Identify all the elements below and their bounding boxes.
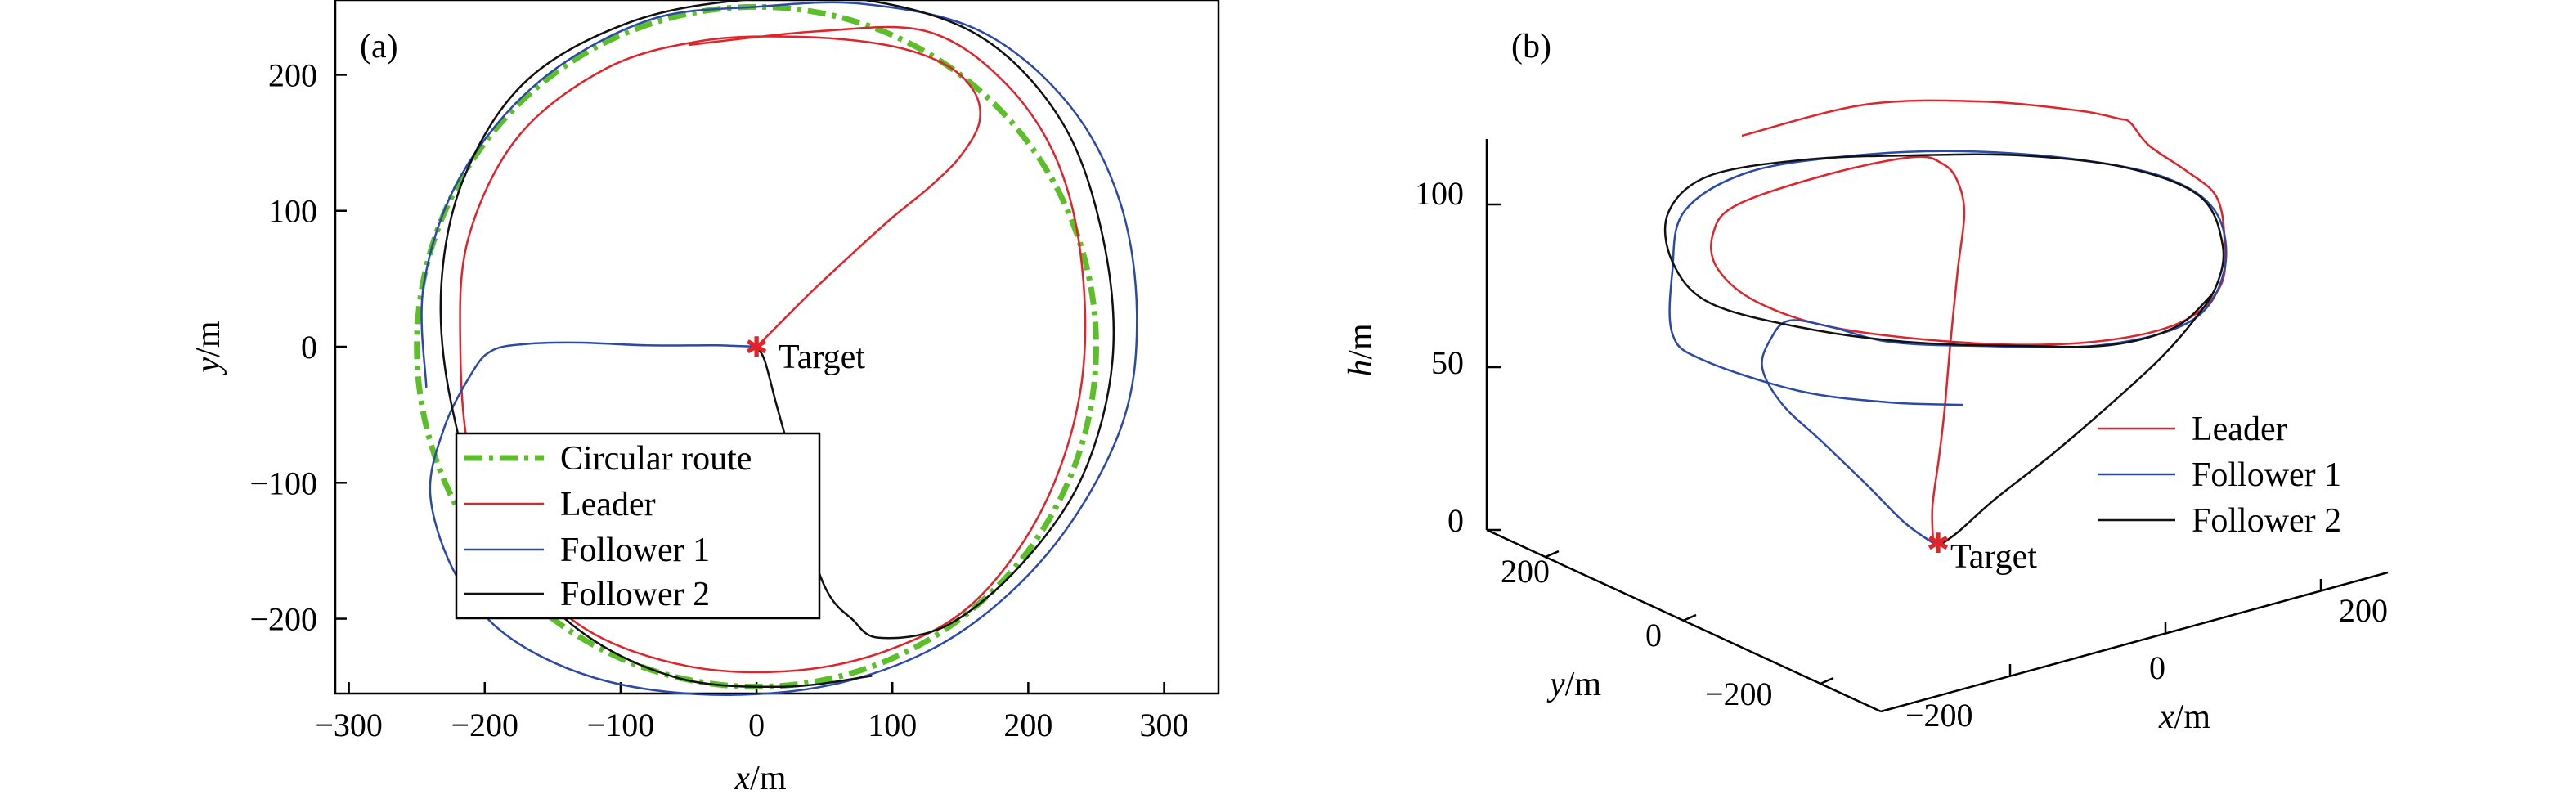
panel-a-legend-label-follower-1: Follower 1 bbox=[560, 532, 710, 569]
panel-a-x-tick-label: −200 bbox=[451, 707, 518, 743]
panel-b-y-axis-label: y/m bbox=[1546, 666, 1601, 703]
panel-b-legend-label-leader: Leader bbox=[2192, 411, 2287, 448]
panel-b-target-annotation: Target bbox=[1950, 538, 2037, 576]
panel-a-legend-label-circular-route: Circular route bbox=[560, 440, 752, 478]
panel-a-2d-trajectory-plot: (a) −300 −200 −100 0 100 200 300 −200 −100 0 100 2… bbox=[190, 0, 1220, 797]
panel-b-x-axis-unit: /m bbox=[2174, 698, 2211, 736]
panel-a-x-tick-label: 100 bbox=[868, 707, 917, 743]
panel-a-target-marker: ✱ bbox=[745, 333, 769, 363]
panel-a-label: (a) bbox=[360, 28, 398, 65]
panel-a-x-axis-label: x/m bbox=[734, 760, 787, 797]
panel-b-target-marker: ✱ bbox=[1927, 529, 1950, 559]
panel-b-x-axis-line bbox=[1880, 571, 2389, 713]
panel-b-y-axis-var: y bbox=[1546, 666, 1565, 703]
panel-a-x-axis-unit: /m bbox=[750, 760, 787, 797]
panel-b-x-tick-label: −200 bbox=[1905, 697, 1973, 734]
panel-b-x-tick-label: 200 bbox=[2339, 592, 2388, 629]
panel-a-x-ticks: −300 −200 −100 0 100 200 300 bbox=[315, 682, 1189, 743]
panel-a-y-tick-label: −200 bbox=[249, 601, 317, 638]
panel-b-x-axis-var: x bbox=[2158, 698, 2174, 736]
panel-a-series-follower-1 bbox=[420, 1, 1138, 696]
panel-b-3d-trajectory-plot: (b) 0 50 100 200 0 −200 −200 0 200 bbox=[1342, 28, 2389, 736]
panel-b-x-axis-label: x/m bbox=[2158, 698, 2210, 736]
panel-a-legend-label-follower-2: Follower 2 bbox=[560, 576, 710, 613]
panel-a-y-axis-label: y/m bbox=[190, 321, 227, 375]
panel-b-y-tick-label: 0 bbox=[1645, 617, 1662, 653]
panel-b-series-follower-1 bbox=[1668, 150, 2228, 548]
panel-b-z-axis-unit: /m bbox=[1342, 323, 1380, 360]
panel-a-legend-box bbox=[455, 432, 821, 620]
panel-b-z-tick-label: 100 bbox=[1415, 175, 1464, 212]
panel-b-series: ✱ bbox=[1663, 99, 2228, 559]
panel-a-y-axis-var: y bbox=[190, 357, 227, 376]
panel-b-legend-label-follower-2: Follower 2 bbox=[2192, 502, 2341, 540]
panel-b-legend: Leader Follower 1 Follower 2 bbox=[2098, 411, 2341, 540]
panel-b-label: (b) bbox=[1511, 28, 1551, 65]
panel-b-x-tick-label: 0 bbox=[2149, 649, 2165, 686]
panel-a-x-tick-label: 200 bbox=[1003, 707, 1052, 743]
panel-a-legend: Circular route Leader Follower 1 Followe… bbox=[455, 432, 821, 620]
panel-a-y-tick-label: 200 bbox=[268, 56, 317, 93]
panel-b-x-ticks: −200 0 200 bbox=[1905, 579, 2388, 734]
panel-b-y-tick-mark bbox=[1820, 676, 1834, 685]
panel-b-z-ticks: 0 50 100 bbox=[1415, 175, 1501, 539]
panel-a-x-tick-label: −100 bbox=[587, 707, 655, 743]
panel-b-z-tick-label: 50 bbox=[1431, 344, 1464, 381]
panel-a-x-tick-label: 300 bbox=[1140, 707, 1189, 743]
panel-a-y-tick-label: 0 bbox=[301, 329, 317, 366]
panel-a-legend-label-leader: Leader bbox=[560, 486, 656, 523]
panel-a-y-tick-label: −100 bbox=[249, 465, 317, 501]
panel-a-x-axis-var: x bbox=[734, 760, 751, 797]
panel-b-y-tick-label: −200 bbox=[1705, 676, 1773, 712]
panel-b-z-axis-label: h/m bbox=[1342, 323, 1380, 377]
panel-b-y-tick-label: 200 bbox=[1501, 553, 1550, 590]
panel-b-y-axis-unit: /m bbox=[1565, 666, 1602, 703]
panel-a-x-tick-label: −300 bbox=[315, 707, 383, 743]
panel-a-y-axis-unit: /m bbox=[190, 321, 227, 357]
panel-a-y-ticks: −200 −100 0 100 200 bbox=[249, 56, 347, 638]
panel-b-z-axis-var: h bbox=[1342, 360, 1380, 377]
panel-b-y-tick-mark bbox=[1545, 550, 1560, 559]
panel-a-y-tick-label: 100 bbox=[268, 193, 317, 230]
panel-a-x-tick-label: 0 bbox=[748, 707, 765, 743]
panel-b-series-follower-2 bbox=[1663, 153, 2225, 548]
panel-b-legend-label-follower-1: Follower 1 bbox=[2192, 456, 2341, 494]
panel-b-y-ticks: 200 0 −200 bbox=[1501, 550, 1834, 712]
panel-a-target-annotation: Target bbox=[779, 339, 865, 376]
panel-b-z-tick-label: 0 bbox=[1447, 502, 1464, 539]
panel-b-y-tick-mark bbox=[1682, 613, 1697, 622]
